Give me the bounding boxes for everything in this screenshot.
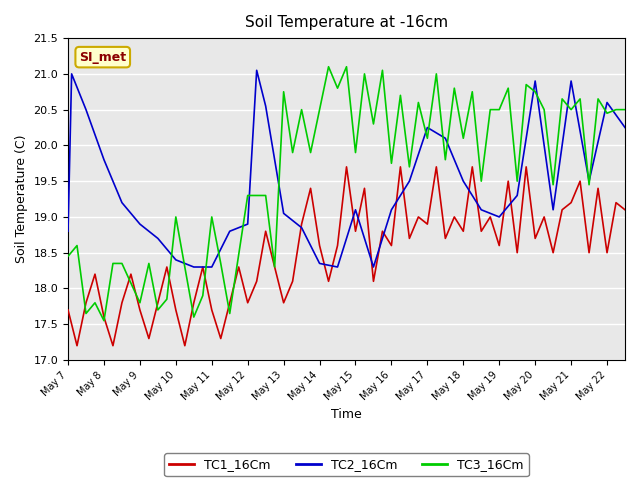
X-axis label: Time: Time	[331, 408, 362, 420]
Title: Soil Temperature at -16cm: Soil Temperature at -16cm	[245, 15, 448, 30]
Y-axis label: Soil Temperature (C): Soil Temperature (C)	[15, 135, 28, 264]
Legend: TC1_16Cm, TC2_16Cm, TC3_16Cm: TC1_16Cm, TC2_16Cm, TC3_16Cm	[164, 453, 529, 476]
Text: SI_met: SI_met	[79, 51, 126, 64]
